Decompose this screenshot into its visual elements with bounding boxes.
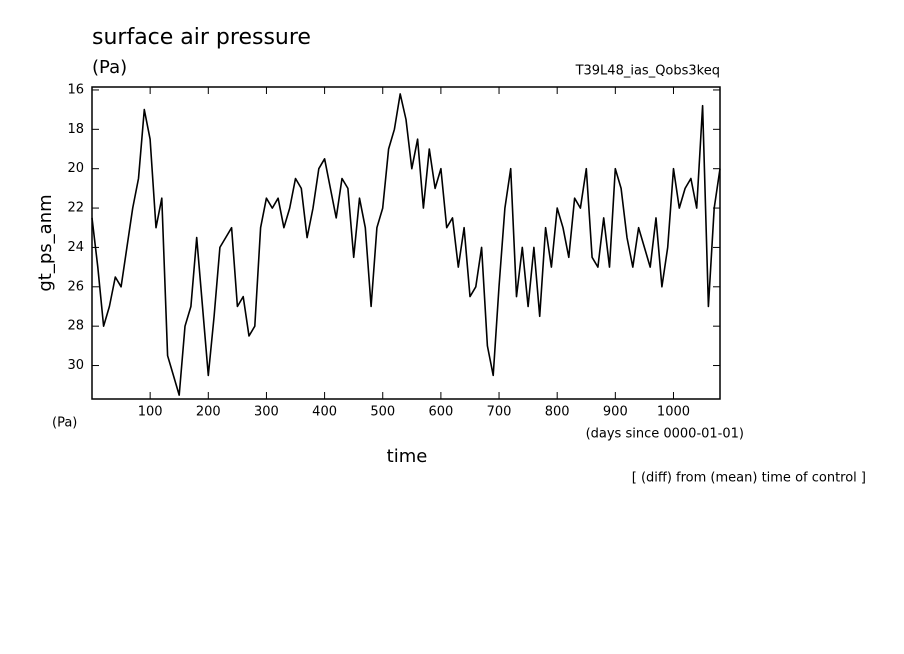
y-tick-label: 26 xyxy=(67,279,84,294)
note: [ (diff) from (mean) time of control ] xyxy=(632,471,866,486)
x-tick-label: 800 xyxy=(545,405,570,420)
x-tick-label: 500 xyxy=(370,405,395,420)
x-axis-label: time xyxy=(387,446,428,467)
x-tick-label: 600 xyxy=(428,405,453,420)
y-tick-label: 28 xyxy=(67,319,84,334)
experiment-label: T39L48_ias_Qobs3keq xyxy=(575,64,720,79)
x-tick-label: 400 xyxy=(312,405,337,420)
x-units-label: (days since 0000-01-01) xyxy=(586,427,744,442)
x-tick-label: 300 xyxy=(254,405,279,420)
y-tick-label: 20 xyxy=(67,161,84,176)
units-label: (Pa) xyxy=(92,57,127,78)
x-tick-label: 1000 xyxy=(657,405,690,420)
y-tick-label: 24 xyxy=(67,240,84,255)
y-tick-label: 30 xyxy=(67,358,84,373)
plot-frame xyxy=(91,86,721,400)
x-tick-label: 900 xyxy=(603,405,628,420)
y-tick-label: 16 xyxy=(67,82,84,97)
data-line xyxy=(91,93,721,396)
y-tick-label: 22 xyxy=(67,201,84,216)
x-tick-label: 700 xyxy=(487,405,512,420)
x-tick-label: 100 xyxy=(138,405,163,420)
x-tick-label: 200 xyxy=(196,405,221,420)
chart-title: surface air pressure xyxy=(92,25,311,50)
units-label: (Pa) xyxy=(52,416,77,431)
y-tick-label: 18 xyxy=(67,122,84,137)
y-axis-label: gt_ps_anm xyxy=(35,194,56,291)
